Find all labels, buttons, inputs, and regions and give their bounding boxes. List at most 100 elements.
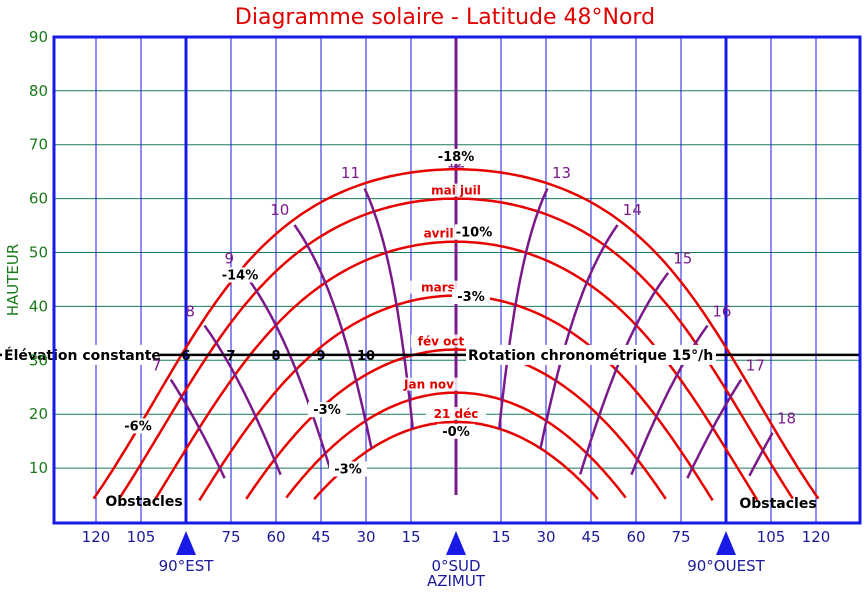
percent-label-bg (437, 148, 475, 164)
x-tick-label: 45 (581, 528, 600, 546)
hour-label: 11 (341, 164, 360, 182)
hour-label: 17 (746, 356, 765, 374)
obstacles-left-label: Obstacles (105, 494, 182, 510)
hour-line (203, 324, 282, 476)
reference-lines: Élévation constante Rotation chronométriq… (0, 344, 860, 365)
sun-path-curve (313, 420, 599, 501)
y-tick-label: 30 (29, 351, 48, 369)
month-label-bg (426, 183, 486, 197)
hour-line (293, 224, 373, 449)
chart-title: Diagramme solaire - Latitude 48°Nord (235, 5, 655, 30)
percent-label: -14% (222, 268, 259, 283)
percent-label: -3% (313, 403, 340, 418)
x-tick-label: 75 (221, 528, 240, 546)
y-tick-label: 40 (29, 297, 48, 315)
y-tick-label: 90 (29, 28, 48, 46)
month-label-bg (399, 377, 459, 391)
axes: 10 20 30 40 50 60 70 80 90 120 105 75 60 45 30 15 15 30 45… (29, 28, 830, 575)
x-tick-label: 105 (757, 528, 786, 546)
month-label: fév oct (418, 335, 465, 349)
hour-line (169, 378, 226, 479)
percent-label: -3% (334, 462, 361, 477)
y-tick-label: 70 (29, 136, 48, 154)
month-label-bg (426, 406, 486, 420)
x-tick-label: 120 (802, 528, 831, 546)
percent-label-bg (455, 224, 493, 240)
hour-label: 7 (152, 356, 162, 374)
percent-label-bg (308, 402, 346, 418)
x-tick-label: 60 (626, 528, 645, 546)
percent-label: -0% (442, 425, 469, 440)
elevation-label-bg (2, 344, 160, 365)
obstacles-right-label: Obstacles (739, 496, 816, 512)
plot-frame (52, 35, 862, 525)
sun-path-curve (285, 391, 627, 499)
x-tick-label: 75 (671, 528, 690, 546)
percent-label-bg (221, 267, 259, 283)
x-axis-label: AZIMUT (427, 572, 486, 590)
y-tick-label: 20 (29, 405, 48, 423)
hour-line (242, 272, 333, 475)
hour-line (539, 224, 619, 449)
x-tick-label: 30 (536, 528, 555, 546)
month-label: mars (421, 281, 455, 295)
x-tick-label: 45 (311, 528, 330, 546)
direction-label: 90°EST (159, 557, 215, 575)
percent-label-bg (437, 423, 475, 439)
sun-path-curve (153, 240, 759, 501)
hour-line (497, 187, 549, 429)
hour-line (579, 272, 670, 475)
x-tick-label: 15 (491, 528, 510, 546)
month-label-bg (411, 334, 471, 348)
reference-hour-label: 8 (271, 349, 280, 364)
reference-hour-label: 7 (226, 349, 235, 364)
hour-label: 8 (185, 302, 195, 320)
hour-label: 18 (777, 409, 796, 427)
rotation-label: Rotation chronométrique 15°/h (468, 348, 713, 364)
y-tick-label: 50 (29, 244, 48, 262)
percent-label: -3% (457, 290, 484, 305)
x-tick-label: 105 (127, 528, 156, 546)
hour-line (686, 378, 743, 479)
hour-label: 14 (623, 201, 642, 219)
y-tick-label: 80 (29, 82, 48, 100)
y-tick-label: 60 (29, 190, 48, 208)
sun-path-curve (118, 197, 794, 500)
y-axis-label: HAUTEUR (4, 244, 22, 317)
percent-label: -18% (438, 150, 475, 165)
hour-label: 10 (270, 201, 289, 219)
direction-marker-icon (446, 531, 466, 555)
grid (54, 37, 860, 522)
month-label: mai juil (431, 184, 481, 198)
y-tick-label: 10 (29, 459, 48, 477)
hour-label: 16 (712, 302, 731, 320)
sun-paths (92, 168, 820, 502)
hour-line (748, 432, 774, 477)
sun-path-curve (92, 168, 820, 500)
x-tick-label: 15 (401, 528, 420, 546)
hour-label: 15 (673, 249, 692, 267)
month-label: Jan nov (403, 378, 454, 392)
reference-hour-label: 10 (357, 349, 375, 364)
reference-hour-label: 6 (181, 349, 190, 364)
direction-label: 90°OUEST (687, 557, 765, 575)
hour-label: 13 (552, 164, 571, 182)
x-tick-label: 120 (82, 528, 111, 546)
elevation-constant-label: Élévation constante (4, 347, 161, 364)
rotation-label-bg (466, 344, 716, 365)
reference-hour-label: 9 (316, 349, 325, 364)
direction-label: 0°SUD (431, 557, 480, 575)
direction-marker-icon (176, 531, 196, 555)
direction-marker-icon (716, 531, 736, 555)
sun-path-curve (245, 348, 667, 500)
percent-label: -6% (124, 419, 151, 434)
hour-label: 9 (224, 249, 234, 267)
percent-label-bg (452, 289, 490, 305)
month-label: 21 déc (434, 407, 479, 421)
x-tick-label: 60 (266, 528, 285, 546)
percent-label-bg (119, 418, 157, 434)
percent-label-bg (329, 461, 367, 477)
x-tick-label: 30 (356, 528, 375, 546)
